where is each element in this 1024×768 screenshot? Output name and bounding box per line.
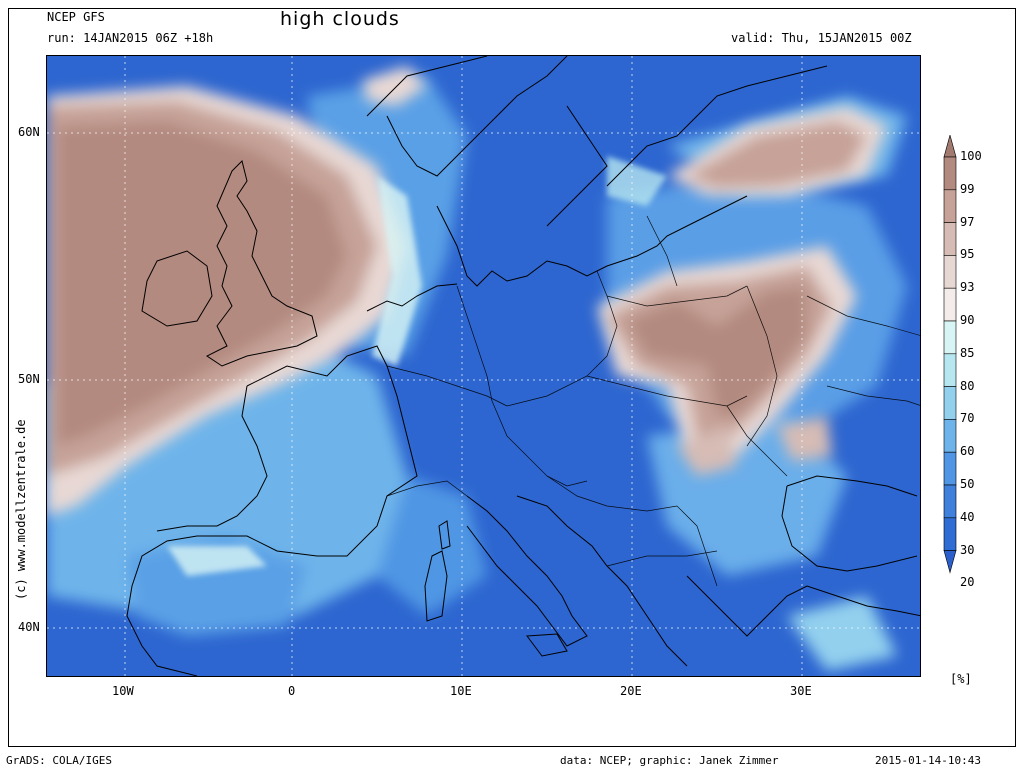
lon-label-20e: 20E (620, 684, 642, 698)
cloud-fringe (167, 156, 667, 576)
lat-label-60n: 60N (18, 125, 40, 139)
footer-data-credit: data: NCEP; graphic: Janek Zimmer (560, 754, 779, 767)
lon-label-10e: 10E (450, 684, 472, 698)
legend-label: 93 (960, 280, 975, 295)
country-borders (386, 215, 920, 587)
valid-time: valid: Thu, 15JAN2015 00Z (731, 31, 912, 45)
legend-label: 60 (960, 444, 975, 459)
legend-swatch (943, 353, 957, 387)
footer-timestamp: 2015-01-14-10:43 (875, 754, 981, 767)
legend-label: 97 (960, 214, 975, 229)
legend-unit: [%] (950, 672, 972, 686)
legend-swatch (943, 484, 957, 519)
model-name: NCEP GFS (47, 10, 105, 24)
legend-label: 85 (960, 345, 975, 360)
color-legend: 100 99 97 95 93 90 85 80 70 60 50 40 30 20 (942, 135, 1012, 630)
lat-label-40n: 40N (18, 620, 40, 634)
run-info: run: 14JAN2015 06Z +18h (47, 31, 214, 45)
coastlines (126, 56, 920, 676)
legend-label: 99 (960, 181, 975, 196)
lon-label-30e: 30E (790, 684, 812, 698)
legend-label: 95 (960, 247, 975, 262)
legend-label: 70 (960, 411, 975, 426)
lon-label-0: 0 (288, 684, 296, 698)
legend-swatch (943, 386, 957, 420)
legend-swatch (943, 517, 957, 551)
graticule (47, 56, 920, 676)
legend-label: 100 (960, 149, 982, 163)
legend-label: 80 (960, 378, 975, 393)
legend-swatch (943, 222, 957, 256)
map-svg (47, 56, 920, 676)
legend-swatch (943, 287, 957, 322)
legend-label: 40 (960, 509, 975, 524)
legend-label: 50 (960, 477, 975, 491)
lat-label-50n: 50N (18, 372, 40, 386)
legend-colorbar (943, 135, 957, 574)
chart-title: high clouds (280, 8, 400, 30)
legend-label: 20 (960, 575, 975, 590)
lon-label-10w: 10W (112, 684, 134, 698)
footer-grads: GrADS: COLA/IGES (6, 754, 112, 767)
legend-arrow-bottom (943, 550, 957, 574)
legend-swatch (943, 189, 957, 223)
legend-arrow-top (943, 135, 957, 158)
cloud-cover-map (46, 55, 921, 677)
outer-frame (8, 8, 1016, 747)
credit-text: (c) www.modellzentrale.de (14, 419, 28, 600)
legend-swatch (943, 451, 957, 486)
legend-swatch (943, 419, 957, 453)
high-cloud-bands (47, 66, 887, 516)
legend-swatch (943, 255, 957, 289)
legend-label: 90 (960, 313, 975, 327)
legend-label: 30 (960, 542, 975, 557)
legend-swatch (943, 156, 957, 191)
legend-swatch (943, 320, 957, 355)
